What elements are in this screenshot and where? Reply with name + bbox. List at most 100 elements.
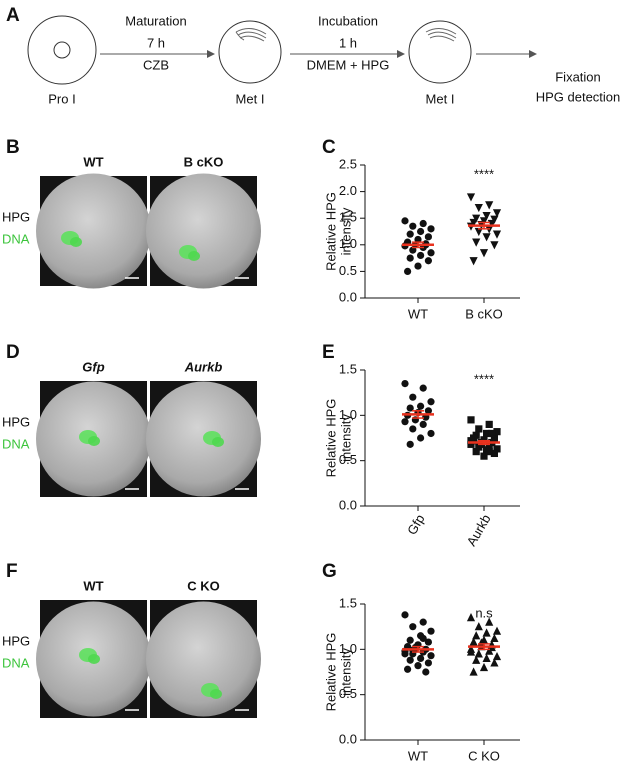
step-label: HPG detection [536, 89, 621, 104]
y-axis-label: Relative HPG [323, 399, 338, 478]
data-point [419, 384, 427, 392]
step-label: Incubation [318, 13, 378, 28]
data-point [492, 230, 502, 239]
data-point [485, 420, 493, 428]
panel-label: F [6, 561, 18, 582]
stage-label: Met I [426, 91, 455, 106]
data-point [427, 398, 435, 406]
data-point [467, 437, 475, 445]
step-label: 7 h [147, 35, 165, 50]
data-point [482, 233, 491, 242]
data-point [490, 434, 498, 442]
y-tick-label: 1.5 [339, 210, 357, 225]
oocyte-met [408, 20, 472, 84]
data-point [424, 659, 432, 667]
data-point [482, 653, 491, 662]
data-point [492, 626, 502, 635]
y-tick-label: 2.0 [339, 183, 357, 198]
data-point [409, 246, 417, 254]
data-point [401, 418, 409, 426]
data-point [417, 251, 425, 260]
data-point [414, 662, 422, 670]
data-point [492, 209, 502, 218]
y-tick-label: 1.0 [339, 236, 357, 251]
data-point [466, 613, 476, 622]
data-point [472, 214, 481, 223]
data-point [482, 211, 491, 221]
y-axis-label: intensity [338, 207, 353, 255]
spindle [425, 28, 457, 42]
panel-label: A [6, 5, 20, 26]
data-point [472, 655, 481, 664]
oocyte-met [218, 20, 282, 84]
data-point [472, 631, 481, 640]
data-point [414, 235, 422, 244]
data-point [490, 241, 499, 250]
data-point [490, 215, 499, 224]
stage-label: Met I [236, 91, 265, 106]
panel-label: D [6, 342, 20, 363]
data-point [417, 227, 425, 236]
data-point [485, 448, 493, 456]
data-point [419, 618, 427, 626]
y-tick-label: 1.5 [339, 595, 357, 610]
nucleus [53, 41, 71, 59]
y-axis-label: Relative HPG [323, 633, 338, 712]
x-tick-label: Gfp [404, 512, 427, 538]
x-tick-label: Aurkb [464, 512, 494, 549]
panel-label: B [6, 137, 20, 158]
data-point [401, 611, 409, 619]
data-point [406, 404, 414, 412]
data-point [401, 650, 409, 658]
step-label: CZB [143, 57, 169, 72]
data-point [409, 425, 417, 433]
channel-label: HPG [2, 414, 30, 429]
y-tick-label: 2.5 [339, 156, 357, 171]
data-point [417, 654, 425, 663]
x-tick-label: B cKO [465, 306, 503, 321]
image-title: Gfp [82, 359, 104, 374]
data-point [479, 249, 489, 258]
data-point [424, 233, 432, 241]
data-point [490, 658, 499, 667]
data-point [427, 429, 435, 438]
significance: **** [474, 371, 494, 386]
data-point [424, 407, 432, 415]
data-point [467, 416, 475, 424]
data-point [424, 257, 432, 265]
data-point [417, 434, 425, 442]
data-point [427, 652, 435, 660]
data-point [422, 668, 430, 676]
channel-label: HPG [2, 209, 30, 224]
x-tick-label: WT [408, 748, 428, 763]
significance: **** [474, 166, 494, 181]
data-point [472, 448, 480, 456]
data-point [427, 627, 435, 635]
data-point [419, 420, 427, 428]
data-point [474, 649, 483, 658]
channel-label: DNA [2, 436, 30, 451]
data-point [417, 402, 425, 410]
data-point [401, 380, 409, 388]
data-point [427, 225, 435, 233]
y-tick-label: 0.0 [339, 731, 357, 746]
data-point [493, 445, 501, 453]
data-point [482, 628, 491, 637]
step-label: DMEM + HPG [307, 57, 390, 72]
data-point [409, 623, 417, 631]
oocyte-pro [27, 15, 97, 85]
dna-signal [88, 654, 100, 664]
data-point [419, 634, 427, 643]
panel-label: G [322, 561, 337, 582]
significance: n.s [475, 605, 493, 620]
image-title: WT [83, 154, 103, 169]
step-label: Fixation [555, 69, 601, 84]
data-point [404, 267, 412, 275]
data-point [488, 429, 496, 438]
oocyte [146, 601, 261, 717]
data-point [485, 617, 494, 626]
data-point [483, 429, 491, 438]
y-tick-label: 0.0 [339, 497, 357, 512]
dna-signal [88, 436, 100, 446]
